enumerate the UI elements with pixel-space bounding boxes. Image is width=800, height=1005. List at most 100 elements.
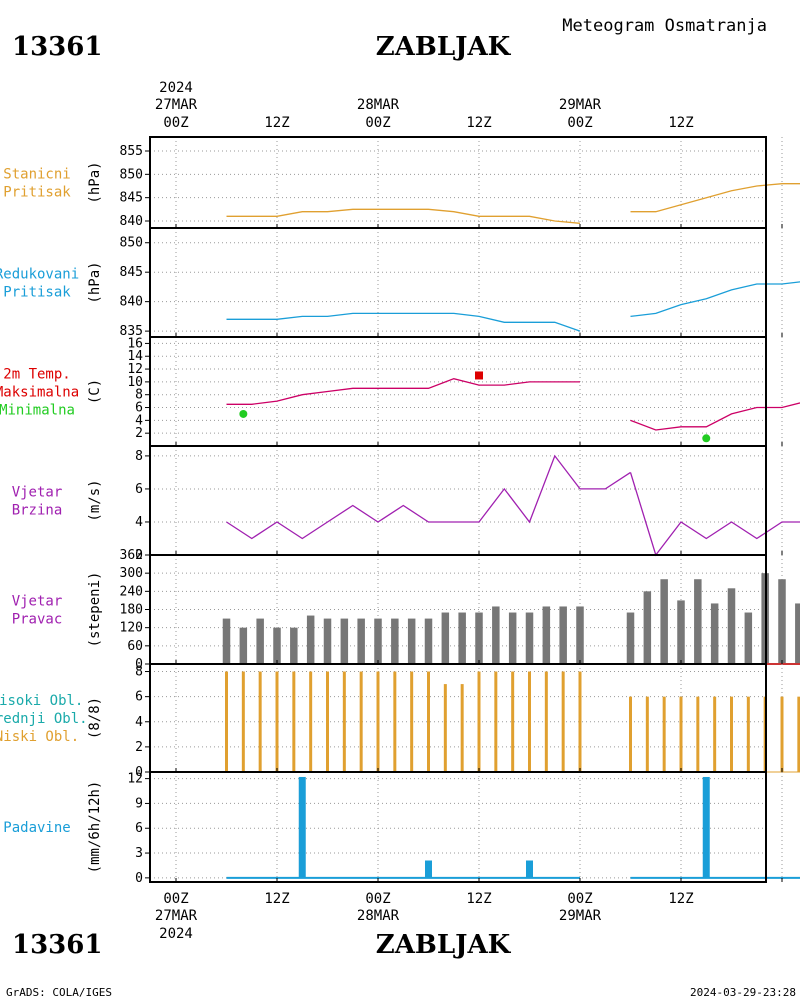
- cloud-bar-low: [696, 697, 699, 772]
- y-tick-label: 240: [120, 584, 143, 599]
- wind-dir-bar: [307, 616, 315, 664]
- cloud-bar-low: [663, 697, 666, 772]
- panel-unit: (mm/6h/12h): [87, 781, 103, 874]
- frame-layer: [150, 137, 800, 882]
- bottom-day-3: 29MAR: [559, 908, 602, 924]
- wind-dir-bar: [644, 591, 652, 664]
- y-tick-label: 120: [120, 621, 143, 636]
- panel-unit: (hPa): [87, 261, 103, 303]
- series-line: [631, 266, 800, 316]
- y-tick-label: 180: [120, 603, 143, 618]
- cloud-bar-low: [259, 672, 262, 772]
- bottom-hour-3: 00Z: [365, 891, 390, 907]
- y-tick-label: 16: [127, 336, 143, 351]
- cloud-bar-low: [410, 672, 413, 772]
- panel-label: Stanicni: [3, 167, 70, 183]
- wind-dir-bar: [391, 619, 399, 664]
- wind-dir-bar: [778, 579, 786, 664]
- y-tick-label: 850: [120, 236, 143, 251]
- precip-bar: [526, 860, 533, 877]
- top-day-2: 28MAR: [357, 97, 400, 113]
- wind-dir-bar: [374, 619, 382, 664]
- wind-dir-bar: [576, 606, 584, 664]
- wind-dir-bar: [711, 603, 719, 664]
- panel-6: 02468Visoki Obl.Srednji Obl.Niski Obl.(8…: [0, 664, 800, 780]
- top-hour-5: 00Z: [567, 115, 592, 131]
- cloud-bar-low: [781, 697, 784, 772]
- wind-dir-bar: [559, 606, 567, 664]
- panel-label: Pritisak: [3, 285, 71, 301]
- cloud-bar-low: [242, 672, 245, 772]
- y-tick-label: 300: [120, 566, 143, 581]
- cloud-bar-low: [377, 672, 380, 772]
- cloud-bar-low: [309, 672, 312, 772]
- wind-dir-bar: [694, 579, 702, 664]
- wind-dir-bar: [660, 579, 668, 664]
- precip-bar: [425, 860, 432, 877]
- panel-label: Brzina: [12, 503, 63, 519]
- wind-dir-bar: [442, 613, 450, 664]
- cloud-bar-low: [629, 697, 632, 772]
- cloud-bar-low: [528, 672, 531, 772]
- cloud-bar-low: [393, 672, 396, 772]
- y-tick-label: 855: [120, 144, 143, 159]
- wind-dir-bar: [745, 613, 753, 664]
- cloud-bar-low: [444, 684, 447, 772]
- series-line: [631, 472, 800, 555]
- wind-dir-bar: [357, 619, 365, 664]
- cloud-bar-low: [427, 672, 430, 772]
- station-name-top: ZABLJAK: [376, 32, 512, 62]
- bottom-day-2: 28MAR: [357, 908, 400, 924]
- station-id-top: 13361: [12, 32, 102, 62]
- wind-dir-bar: [627, 613, 635, 664]
- cloud-bar-low: [326, 672, 329, 772]
- bottom-year: 2024: [159, 926, 193, 942]
- cloud-bar-low: [646, 697, 649, 772]
- top-hour-6: 12Z: [668, 115, 693, 131]
- wind-dir-bar: [324, 619, 332, 664]
- panel-frame: [150, 446, 766, 555]
- wind-dir-bar: [425, 619, 433, 664]
- y-tick-label: 845: [120, 191, 143, 206]
- panel-unit: (8/8): [87, 697, 103, 739]
- wind-dir-bar: [492, 606, 500, 664]
- panel-label: Pravac: [12, 612, 63, 628]
- cloud-bar-low: [461, 684, 464, 772]
- panel-label: Padavine: [3, 820, 70, 836]
- cloud-bar-low: [511, 672, 514, 772]
- y-tick-label: 8: [135, 449, 143, 464]
- credit-text: GrADS: COLA/IGES: [6, 986, 112, 999]
- cloud-bar-low: [730, 697, 733, 772]
- bottom-hour-1: 00Z: [163, 891, 188, 907]
- y-tick-label: 4: [135, 413, 143, 428]
- wind-dir-bar: [408, 619, 416, 664]
- series-line: [227, 379, 581, 405]
- panel-label: Visoki Obl.: [0, 693, 83, 709]
- cloud-bar-low: [562, 672, 565, 772]
- y-tick-label: 2: [135, 426, 143, 441]
- y-tick-label: 3: [135, 846, 143, 861]
- wind-dir-bar: [341, 619, 349, 664]
- cloud-bar-low: [360, 672, 363, 772]
- series-line: [227, 456, 631, 539]
- wind-dir-bar: [223, 619, 231, 664]
- y-tick-label: 6: [135, 690, 143, 705]
- panel-label: Niski Obl.: [0, 729, 79, 745]
- timestamp-text: 2024-03-29-23:28: [690, 986, 796, 999]
- y-tick-label: 60: [127, 639, 143, 654]
- wind-dir-bar: [543, 606, 551, 664]
- series-line: [227, 313, 581, 331]
- min-temp-marker: [702, 434, 710, 442]
- y-tick-label: 6: [135, 482, 143, 497]
- cloud-bar-low: [276, 672, 279, 772]
- y-tick-label: 14: [127, 349, 143, 364]
- panel-unit: (stepeni): [87, 572, 103, 648]
- y-tick-label: 360: [120, 548, 143, 563]
- precip-bar: [703, 777, 710, 878]
- wind-dir-bar: [475, 613, 483, 664]
- wind-dir-bar: [256, 619, 264, 664]
